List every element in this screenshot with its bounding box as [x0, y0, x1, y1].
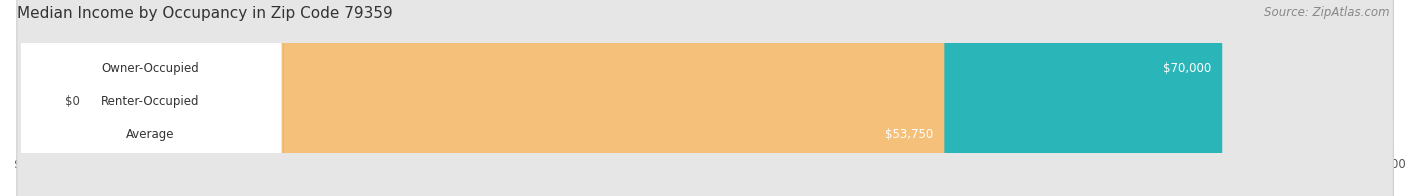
FancyBboxPatch shape [17, 0, 1222, 196]
Text: $53,750: $53,750 [886, 128, 934, 141]
FancyBboxPatch shape [17, 0, 1393, 196]
FancyBboxPatch shape [17, 0, 1393, 196]
Text: Owner-Occupied: Owner-Occupied [101, 62, 200, 74]
Text: $70,000: $70,000 [1163, 62, 1212, 74]
FancyBboxPatch shape [17, 0, 55, 196]
Text: Source: ZipAtlas.com: Source: ZipAtlas.com [1264, 6, 1389, 19]
FancyBboxPatch shape [18, 0, 283, 196]
Text: Renter-Occupied: Renter-Occupied [101, 95, 200, 108]
FancyBboxPatch shape [17, 0, 1393, 196]
Text: Median Income by Occupancy in Zip Code 79359: Median Income by Occupancy in Zip Code 7… [17, 6, 392, 21]
FancyBboxPatch shape [18, 0, 283, 196]
Text: Average: Average [127, 128, 174, 141]
FancyBboxPatch shape [18, 0, 283, 196]
Text: $0: $0 [65, 95, 80, 108]
FancyBboxPatch shape [17, 0, 945, 196]
